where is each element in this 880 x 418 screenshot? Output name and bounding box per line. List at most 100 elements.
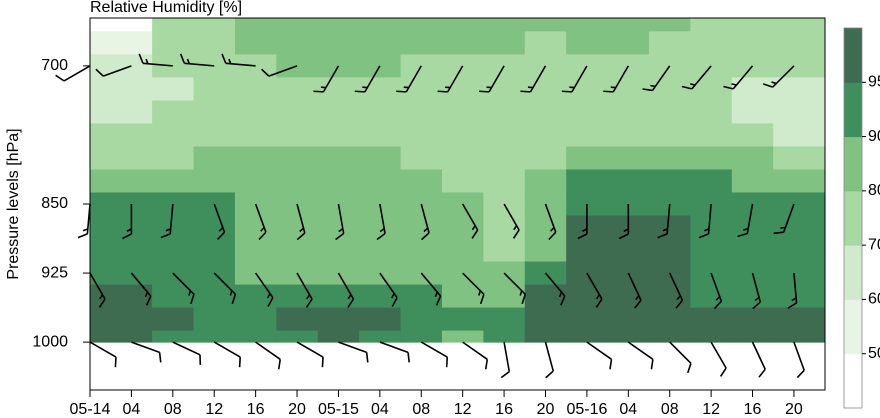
wind-barb bbox=[296, 272, 313, 308]
barb-feather bbox=[138, 53, 144, 64]
barb-feather bbox=[513, 225, 518, 231]
rh-cell bbox=[152, 284, 195, 309]
rh-cell bbox=[731, 100, 774, 124]
barb-feather bbox=[650, 359, 654, 370]
x-tick-label: 20 bbox=[288, 401, 306, 418]
rh-cell bbox=[400, 123, 443, 147]
rh-cell bbox=[524, 169, 567, 193]
barb-feather bbox=[713, 300, 722, 310]
barb-staff bbox=[586, 341, 612, 360]
rh-cell bbox=[193, 146, 236, 170]
rh-cell bbox=[607, 31, 650, 55]
barb-feather bbox=[165, 228, 171, 232]
barb-feather bbox=[698, 233, 709, 239]
rh-cell bbox=[649, 307, 691, 332]
rh-cell bbox=[773, 123, 826, 147]
wind-barb bbox=[668, 272, 684, 309]
y-tick-label: 925 bbox=[41, 264, 68, 281]
rh-cell bbox=[110, 77, 153, 101]
barb-feather bbox=[560, 295, 566, 306]
barb-feather bbox=[623, 228, 629, 232]
barb-feather bbox=[145, 295, 152, 306]
rh-cell bbox=[441, 169, 484, 193]
wind-barb bbox=[762, 65, 795, 88]
rh-cell bbox=[441, 77, 484, 101]
rh-cell bbox=[359, 100, 402, 124]
colorbar-segment bbox=[844, 82, 862, 138]
barb-feather bbox=[609, 359, 613, 370]
barb-feather bbox=[731, 83, 737, 86]
wind-barb bbox=[657, 203, 671, 239]
barb-feather bbox=[650, 84, 656, 88]
barb-feather bbox=[520, 90, 531, 93]
rh-cell bbox=[234, 284, 277, 309]
rh-cell bbox=[90, 261, 112, 286]
rh-cell bbox=[359, 123, 402, 147]
rh-cell bbox=[317, 215, 360, 240]
barb-feather bbox=[548, 231, 557, 241]
barb-staff bbox=[446, 65, 464, 93]
barb-feather bbox=[642, 88, 653, 92]
rh-cell bbox=[276, 169, 319, 193]
rh-cell bbox=[193, 18, 236, 32]
rh-cell bbox=[234, 123, 277, 147]
rh-cell bbox=[90, 54, 112, 78]
rh-cell bbox=[731, 169, 774, 193]
rh-cell bbox=[441, 146, 484, 170]
rh-cell bbox=[649, 330, 691, 343]
barb-feather bbox=[144, 291, 149, 298]
rh-cell bbox=[400, 77, 443, 101]
y-tick-label: 1000 bbox=[32, 333, 68, 350]
barb-feather bbox=[762, 83, 773, 88]
rh-cell bbox=[441, 215, 484, 240]
rh-cell bbox=[193, 284, 236, 309]
rh-cell bbox=[483, 100, 526, 124]
wind-barb bbox=[420, 203, 430, 241]
wind-barb bbox=[577, 204, 588, 240]
rh-cell bbox=[566, 77, 609, 101]
barb-feather bbox=[595, 294, 601, 300]
x-tick-label: 20 bbox=[537, 401, 555, 418]
x-tick-label: 05-14 bbox=[70, 401, 111, 418]
barb-feather bbox=[743, 227, 749, 231]
barb-staff bbox=[379, 203, 386, 234]
rh-cell bbox=[607, 284, 650, 309]
rh-cell bbox=[690, 330, 733, 343]
barb-staff bbox=[544, 341, 555, 372]
y-tick-label: 700 bbox=[41, 57, 68, 74]
barb-feather bbox=[77, 233, 88, 239]
rh-cell bbox=[731, 307, 774, 332]
barb-feather bbox=[186, 58, 191, 64]
rh-cell bbox=[234, 54, 277, 78]
wind-barb bbox=[710, 341, 727, 377]
rh-cell bbox=[607, 146, 650, 170]
barb-staff bbox=[338, 341, 367, 354]
barb-staff bbox=[586, 272, 603, 300]
rh-cell bbox=[193, 123, 236, 147]
barb-staff bbox=[172, 341, 201, 356]
barb-feather bbox=[158, 352, 162, 363]
colorbar-label: 95 bbox=[868, 74, 880, 91]
rh-cell bbox=[359, 77, 402, 101]
rh-cell bbox=[359, 238, 402, 263]
rh-cell bbox=[317, 100, 360, 124]
rh-cell bbox=[731, 18, 774, 32]
barb-feather bbox=[379, 227, 385, 233]
barb-feather bbox=[577, 233, 588, 240]
barb-staff bbox=[337, 272, 355, 300]
rh-cell bbox=[649, 123, 691, 147]
rh-cell bbox=[690, 123, 733, 147]
rh-cell bbox=[234, 238, 277, 263]
rh-cell bbox=[317, 307, 360, 332]
rh-cell bbox=[607, 238, 650, 263]
rh-cell bbox=[193, 77, 236, 101]
barb-feather bbox=[228, 58, 232, 64]
rh-cell bbox=[90, 169, 112, 193]
rh-cell bbox=[110, 54, 153, 78]
wind-barb bbox=[627, 341, 654, 370]
wind-barb bbox=[478, 65, 505, 93]
field bbox=[90, 18, 826, 343]
rh-cell bbox=[110, 238, 153, 263]
rh-cell bbox=[152, 169, 195, 193]
barb-feather bbox=[98, 298, 106, 308]
